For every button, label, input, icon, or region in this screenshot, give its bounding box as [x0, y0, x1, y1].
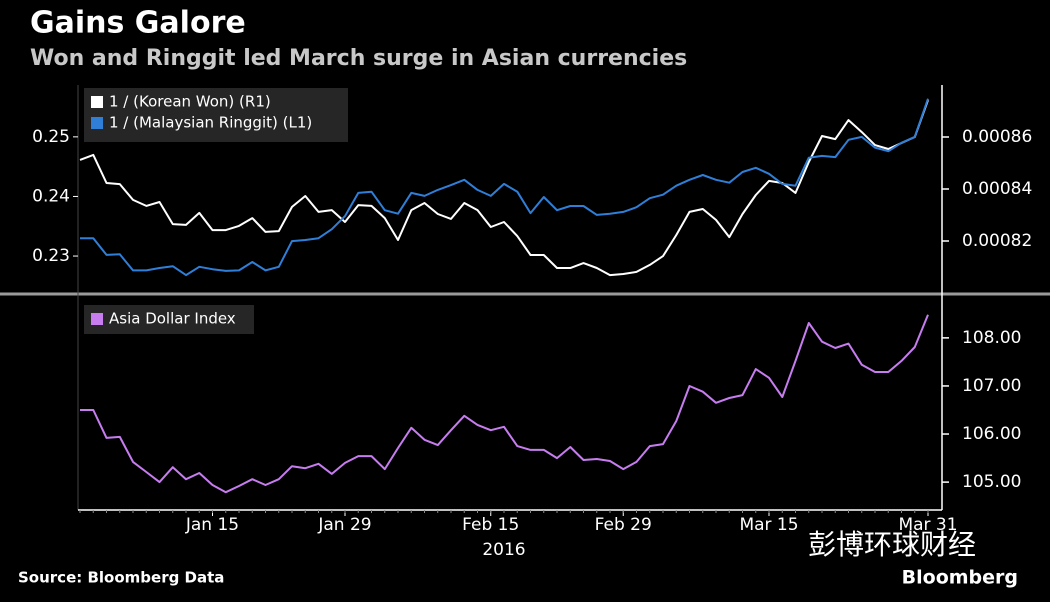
series-line — [80, 314, 929, 494]
y2-tick-label: 108.00 — [962, 328, 1021, 348]
source-note: Source: Bloomberg Data — [18, 569, 224, 587]
legend-swatch — [91, 313, 103, 325]
chart-title: Gains Galore — [30, 6, 246, 41]
legend-label: Asia Dollar Index — [109, 310, 236, 328]
y2-tick-label: 107.00 — [962, 376, 1021, 396]
legend-swatch — [91, 117, 103, 129]
y-tick-label: 0.23 — [32, 246, 70, 266]
y2-tick-label: 0.00084 — [962, 179, 1032, 199]
legend-label: 1 / (Malaysian Ringgit) (L1) — [109, 114, 312, 132]
brand-logo: Bloomberg — [902, 567, 1018, 589]
watermark: 彭博环球财经 — [808, 528, 976, 561]
y2-tick-label: 0.00086 — [962, 127, 1032, 147]
series-line — [79, 99, 929, 277]
legend-box — [84, 305, 254, 334]
x-tick-label: Jan 29 — [317, 515, 371, 535]
x-tick-label: Mar 31 — [898, 515, 957, 535]
x-tick-label: Mar 15 — [739, 515, 798, 535]
y2-tick-label: 0.00082 — [962, 231, 1032, 251]
y2-tick-label: 105.00 — [962, 472, 1021, 492]
x-axis-label: 2016 — [482, 540, 525, 560]
series-line — [80, 98, 929, 277]
x-tick-label: Feb 15 — [462, 515, 519, 535]
chart-subtitle: Won and Ringgit led March surge in Asian… — [30, 46, 687, 71]
y-tick-label: 0.24 — [32, 186, 70, 206]
y-tick-label: 0.25 — [32, 127, 70, 147]
x-tick-label: Feb 29 — [595, 515, 652, 535]
y2-tick-label: 106.00 — [962, 424, 1021, 444]
legend-swatch — [91, 96, 103, 108]
legend-box — [84, 88, 348, 142]
x-tick-label: Jan 15 — [185, 515, 239, 535]
legend-label: 1 / (Korean Won) (R1) — [109, 93, 271, 111]
